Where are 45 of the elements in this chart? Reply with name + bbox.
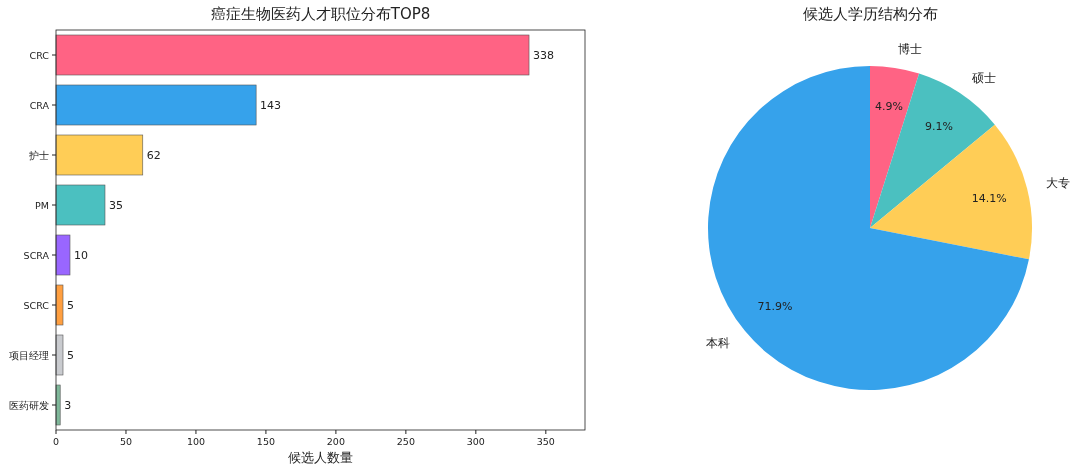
pie-slice bbox=[870, 124, 1032, 260]
x-tick-label: 100 bbox=[186, 436, 206, 447]
pie-slice bbox=[708, 66, 1029, 390]
y-tick-label: 护士 bbox=[28, 149, 49, 161]
bar bbox=[55, 284, 64, 326]
data-label: 35 bbox=[108, 199, 123, 212]
data-label: 5 bbox=[67, 349, 74, 362]
y-tick-label: SCRA bbox=[23, 249, 50, 261]
chart-title: 癌症生物医药人才职位分布TOP8 bbox=[210, 5, 431, 23]
slice-label: 大专 bbox=[1045, 176, 1070, 191]
x-tick-label: 350 bbox=[536, 436, 555, 447]
x-tick-label: 150 bbox=[256, 436, 275, 447]
y-tick-label: 项目经理 bbox=[9, 349, 49, 361]
x-tick-label: 250 bbox=[396, 436, 415, 447]
y-tick-label: CRC bbox=[29, 49, 50, 61]
data-label: 4.9% bbox=[874, 100, 903, 114]
data-label: 9.1% bbox=[924, 119, 953, 133]
x-tick-label: 0 bbox=[52, 436, 60, 447]
data-label: 71.9% bbox=[757, 300, 793, 314]
y-tick-label: CRA bbox=[29, 99, 50, 111]
data-label: 5 bbox=[67, 299, 74, 312]
x-tick-label: 200 bbox=[326, 436, 345, 447]
chart-title: 候选人学历结构分布 bbox=[802, 5, 938, 23]
bar bbox=[55, 334, 64, 376]
pie-slice bbox=[870, 66, 920, 228]
x-tick-label: 50 bbox=[119, 436, 133, 447]
data-label: 14.1% bbox=[971, 191, 1007, 205]
bar bbox=[55, 234, 71, 276]
data-label: 10 bbox=[73, 249, 88, 262]
x-tick-label: 300 bbox=[466, 436, 485, 447]
x-axis-title: 候选人数量 bbox=[288, 450, 353, 465]
data-label: 62 bbox=[146, 149, 161, 162]
y-tick-label: 医药研发 bbox=[9, 399, 49, 411]
slice-label: 本科 bbox=[705, 336, 730, 351]
y-tick-label: PM bbox=[35, 199, 49, 211]
slice-label: 博士 bbox=[897, 41, 922, 56]
data-label: 3 bbox=[64, 399, 72, 412]
data-label: 338 bbox=[533, 49, 555, 62]
bar bbox=[55, 84, 257, 126]
bar bbox=[55, 34, 530, 76]
slice-label: 硕士 bbox=[970, 70, 996, 85]
bar bbox=[55, 184, 106, 226]
y-tick-label: SCRC bbox=[23, 299, 50, 311]
data-label: 143 bbox=[260, 99, 282, 112]
bar bbox=[55, 134, 144, 176]
